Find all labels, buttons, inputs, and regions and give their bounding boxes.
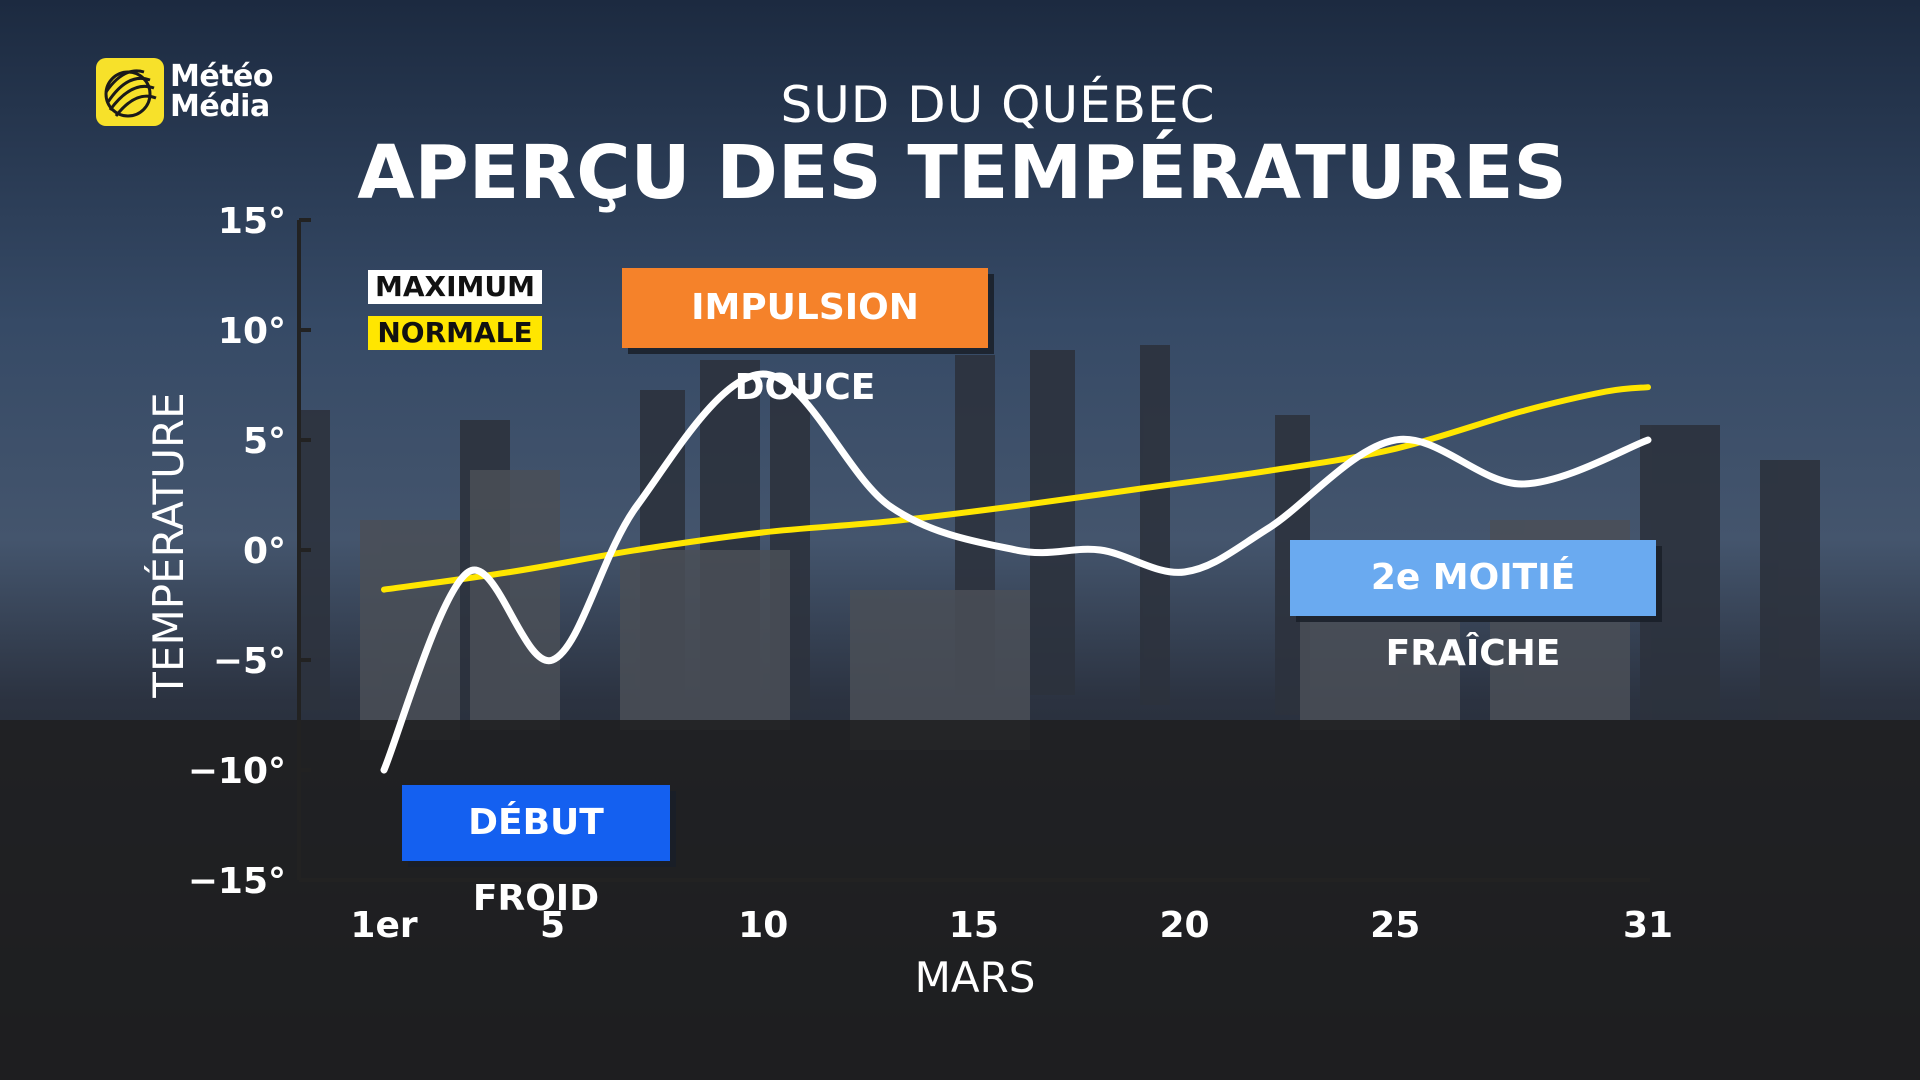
x-tick-label: 31	[1623, 905, 1673, 946]
x-tick-label: 5	[540, 905, 565, 946]
y-tick-label: −15°	[188, 861, 286, 902]
legend-maximum: MAXIMUM	[368, 270, 542, 304]
legend-normale: NORMALE	[368, 316, 542, 350]
logo-line-2: Média	[170, 89, 270, 124]
y-tick-label: 0°	[243, 531, 286, 572]
y-tick-label: 10°	[218, 311, 286, 352]
y-tick-label: 15°	[218, 201, 286, 242]
series-line-maximum	[380, 370, 1652, 774]
x-axis-label: MARS	[915, 953, 1036, 1002]
logo-line-1: Météo	[170, 59, 274, 94]
logo-globe-icon	[96, 58, 164, 126]
callout-debut-froid: DÉBUT FROID	[402, 785, 670, 919]
meteomedia-logo: Météo Média	[96, 58, 274, 126]
chart-subtitle: SUD DU QUÉBEC	[780, 76, 1216, 134]
y-tick-label: −5°	[213, 641, 286, 682]
x-tick-label: 1er	[350, 905, 417, 946]
x-tick-label: 25	[1370, 905, 1420, 946]
x-tick-label: 20	[1159, 905, 1209, 946]
y-tick-label: 5°	[243, 421, 286, 462]
y-tick-label: −10°	[188, 751, 286, 792]
y-axis-label: TEMPÉRATURE	[143, 392, 193, 698]
chart-title: APERÇU DES TEMPÉRATURES	[357, 130, 1567, 216]
callout-impulsion-douce: IMPULSION DOUCE	[622, 268, 988, 408]
callout-2e-moitie-fraiche: 2e MOITIÉ FRAÎCHE	[1290, 540, 1656, 674]
x-tick-label: 10	[738, 905, 788, 946]
x-tick-label: 15	[949, 905, 999, 946]
